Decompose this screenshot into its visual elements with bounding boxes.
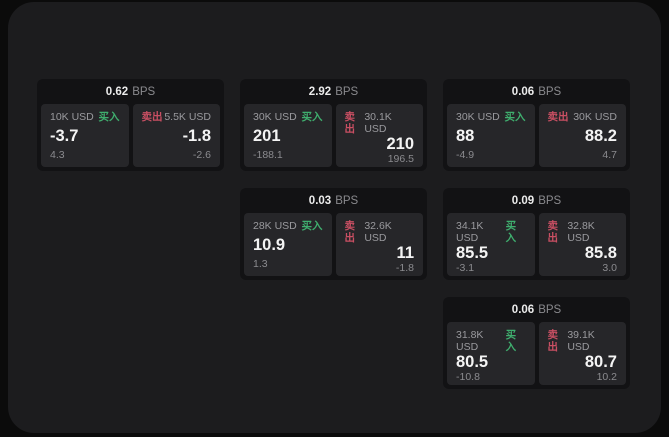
bps-header: 0.09 BPS: [443, 188, 630, 213]
sell-change: -1.8: [395, 262, 414, 274]
buy-change: -4.9: [456, 149, 475, 161]
sell-pane[interactable]: 卖出 30.1K USD 210 196.5: [335, 104, 423, 167]
card-body: 30K USD 买入 201 -188.1 卖出 30.1K USD 210 1…: [240, 104, 427, 171]
bps-unit-label: BPS: [538, 194, 562, 207]
buy-notional: 34.1K USD: [456, 220, 484, 244]
bps-value: 0.62: [105, 85, 129, 98]
sell-label: 卖出: [547, 111, 569, 123]
sell-change: -2.6: [192, 149, 211, 161]
buy-pane[interactable]: 30K USD 买入 88 -4.9: [447, 104, 535, 167]
buy-label: 买入: [505, 329, 517, 353]
buy-label: 买入: [301, 220, 323, 232]
bps-header: 2.92 BPS: [240, 79, 427, 104]
sell-price: 11: [396, 244, 414, 262]
sell-pane[interactable]: 卖出 32.8K USD 85.8 3.0: [538, 213, 626, 276]
buy-label: 买入: [504, 111, 526, 123]
sell-price: -1.8: [182, 127, 211, 145]
quote-card-5[interactable]: 0.09 BPS 34.1K USD 买入 85.5 -3.1 卖出 32.8K…: [443, 188, 630, 280]
buy-price: 80.5: [456, 353, 489, 371]
bps-value: 0.09: [511, 194, 535, 207]
buy-price: 88: [456, 127, 475, 145]
buy-pane[interactable]: 10K USD 买入 -3.7 4.3: [41, 104, 129, 167]
bps-header: 0.03 BPS: [240, 188, 427, 213]
sell-label: 卖出: [141, 111, 163, 123]
sell-change: 3.0: [602, 262, 617, 274]
quote-card-2[interactable]: 2.92 BPS 30K USD 买入 201 -188.1 卖出 30.1K …: [240, 79, 427, 171]
bps-unit-label: BPS: [132, 85, 156, 98]
buy-change: 1.3: [253, 258, 268, 270]
quote-card-3[interactable]: 0.06 BPS 30K USD 买入 88 -4.9 卖出 30K USD 8…: [443, 79, 630, 171]
buy-change: -10.8: [456, 371, 480, 383]
sell-price: 85.8: [584, 244, 617, 262]
buy-notional: 31.8K USD: [456, 329, 484, 353]
bps-value: 2.92: [308, 85, 332, 98]
sell-notional: 30.1K USD: [364, 111, 392, 135]
card-body: 31.8K USD 买入 80.5 -10.8 卖出 39.1K USD 80.…: [443, 322, 630, 389]
sell-notional: 39.1K USD: [567, 329, 595, 353]
buy-pane[interactable]: 34.1K USD 买入 85.5 -3.1: [447, 213, 535, 276]
bps-value: 0.06: [511, 85, 535, 98]
buy-pane[interactable]: 28K USD 买入 10.9 1.3: [244, 213, 332, 276]
sell-price: 80.7: [584, 353, 617, 371]
sell-label: 卖出: [547, 329, 559, 353]
bps-header: 0.06 BPS: [443, 79, 630, 104]
buy-price: 10.9: [253, 236, 286, 254]
sell-notional: 5.5K USD: [164, 111, 211, 123]
quotes-panel: 0.62 BPS 10K USD 买入 -3.7 4.3 卖出 5.5K USD…: [8, 2, 661, 433]
bps-unit-label: BPS: [538, 85, 562, 98]
buy-notional: 30K USD: [456, 111, 500, 123]
bps-header: 0.06 BPS: [443, 297, 630, 322]
sell-change: 4.7: [602, 149, 617, 161]
quote-card-1[interactable]: 0.62 BPS 10K USD 买入 -3.7 4.3 卖出 5.5K USD…: [37, 79, 224, 171]
bps-unit-label: BPS: [335, 194, 359, 207]
sell-notional: 32.8K USD: [567, 220, 595, 244]
sell-pane[interactable]: 卖出 39.1K USD 80.7 10.2: [538, 322, 626, 385]
sell-pane[interactable]: 卖出 30K USD 88.2 4.7: [538, 104, 626, 167]
card-body: 28K USD 买入 10.9 1.3 卖出 32.6K USD 11 -1.8: [240, 213, 427, 280]
bps-unit-label: BPS: [335, 85, 359, 98]
buy-label: 买入: [301, 111, 323, 123]
buy-price: -3.7: [50, 127, 79, 145]
buy-pane[interactable]: 30K USD 买入 201 -188.1: [244, 104, 332, 167]
sell-notional: 30K USD: [573, 111, 617, 123]
buy-notional: 30K USD: [253, 111, 297, 123]
sell-price: 88.2: [584, 127, 617, 145]
bps-unit-label: BPS: [538, 303, 562, 316]
sell-label: 卖出: [344, 111, 356, 135]
sell-pane[interactable]: 卖出 32.6K USD 11 -1.8: [335, 213, 423, 276]
buy-label: 买入: [98, 111, 120, 123]
buy-price: 201: [253, 127, 281, 145]
quote-card-4[interactable]: 0.03 BPS 28K USD 买入 10.9 1.3 卖出 32.6K US…: [240, 188, 427, 280]
buy-change: 4.3: [50, 149, 65, 161]
quote-card-6[interactable]: 0.06 BPS 31.8K USD 买入 80.5 -10.8 卖出 39.1…: [443, 297, 630, 389]
sell-label: 卖出: [547, 220, 559, 244]
bps-value: 0.03: [308, 194, 332, 207]
buy-pane[interactable]: 31.8K USD 买入 80.5 -10.8: [447, 322, 535, 385]
card-body: 10K USD 买入 -3.7 4.3 卖出 5.5K USD -1.8 -2.…: [37, 104, 224, 171]
sell-notional: 32.6K USD: [364, 220, 392, 244]
buy-change: -188.1: [253, 149, 283, 161]
sell-change: 10.2: [596, 371, 617, 383]
buy-notional: 28K USD: [253, 220, 297, 232]
sell-pane[interactable]: 卖出 5.5K USD -1.8 -2.6: [132, 104, 220, 167]
bps-value: 0.06: [511, 303, 535, 316]
buy-change: -3.1: [456, 262, 475, 274]
card-body: 34.1K USD 买入 85.5 -3.1 卖出 32.8K USD 85.8…: [443, 213, 630, 280]
buy-notional: 10K USD: [50, 111, 94, 123]
card-body: 30K USD 买入 88 -4.9 卖出 30K USD 88.2 4.7: [443, 104, 630, 171]
buy-price: 85.5: [456, 244, 489, 262]
bps-header: 0.62 BPS: [37, 79, 224, 104]
buy-label: 买入: [505, 220, 517, 244]
sell-price: 210: [386, 135, 414, 153]
sell-label: 卖出: [344, 220, 356, 244]
sell-change: 196.5: [387, 153, 414, 165]
